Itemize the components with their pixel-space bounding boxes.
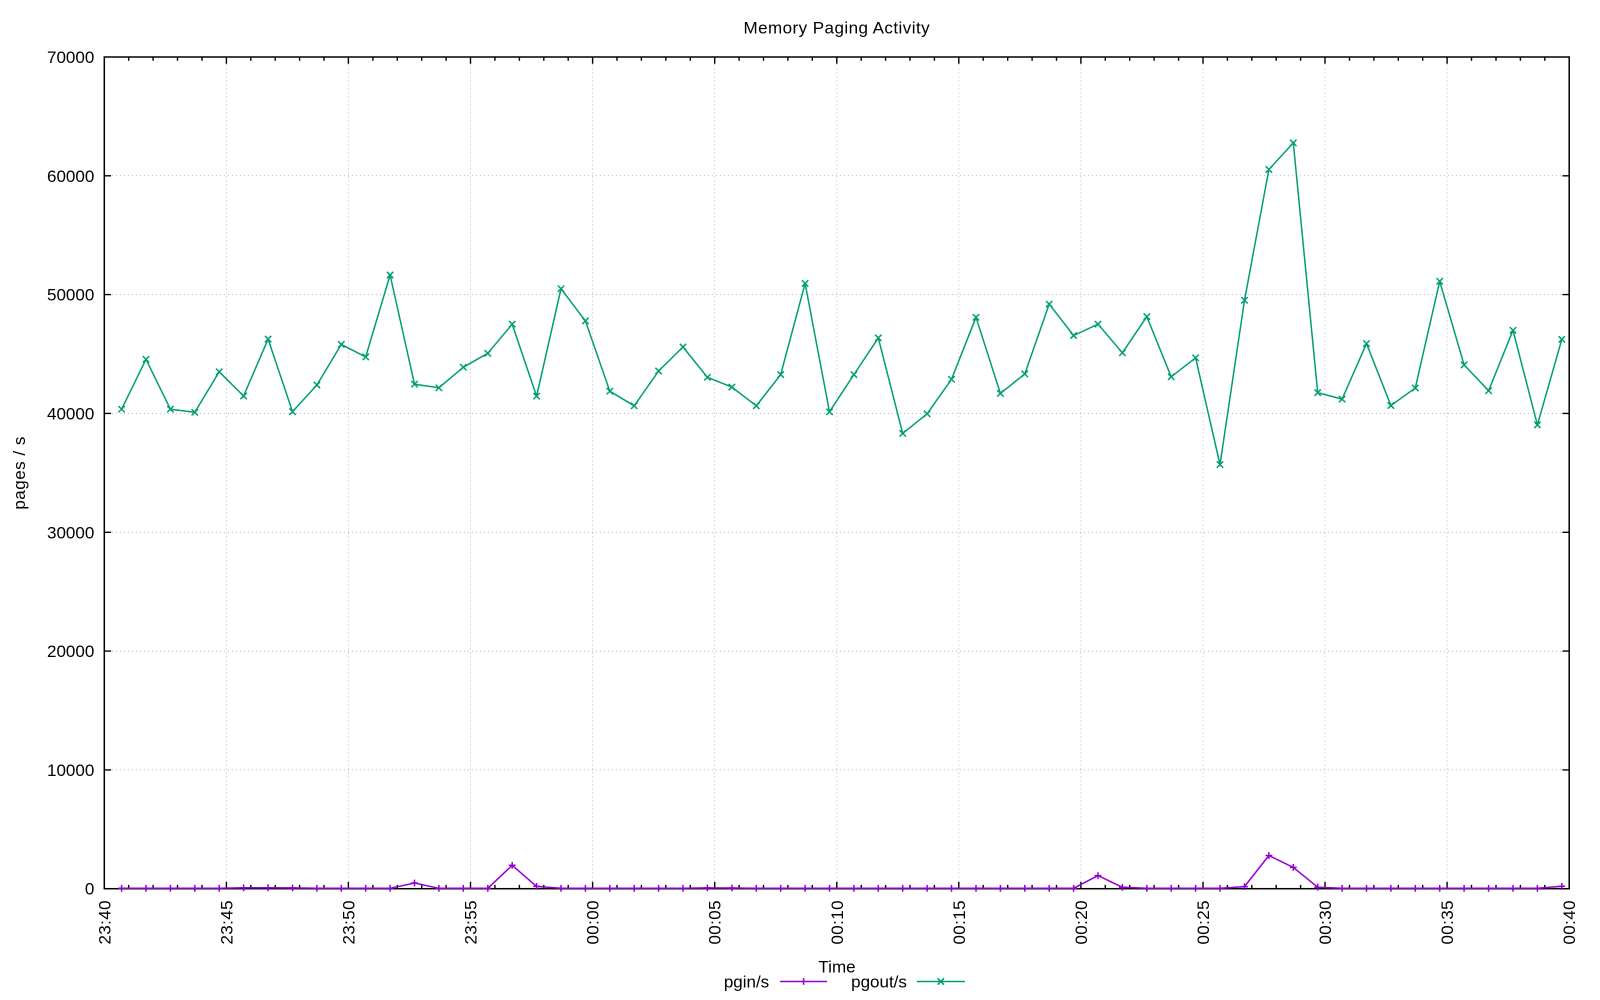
svg-text:pgout/s: pgout/s [851, 972, 907, 991]
svg-text:Time: Time [818, 958, 855, 977]
svg-text:Memory Paging Activity: Memory Paging Activity [744, 19, 931, 38]
svg-text:70000: 70000 [47, 48, 94, 67]
svg-text:10000: 10000 [47, 761, 94, 780]
svg-text:20000: 20000 [47, 642, 94, 661]
svg-text:23:45: 23:45 [217, 900, 236, 945]
svg-text:00:15: 00:15 [950, 900, 969, 945]
svg-text:0: 0 [85, 880, 94, 899]
svg-text:30000: 30000 [47, 523, 94, 542]
svg-text:23:55: 23:55 [462, 900, 481, 945]
svg-text:40000: 40000 [47, 404, 94, 423]
svg-text:60000: 60000 [47, 167, 94, 186]
svg-text:23:40: 23:40 [95, 900, 114, 945]
svg-text:00:00: 00:00 [584, 900, 603, 945]
svg-text:00:30: 00:30 [1316, 900, 1335, 945]
svg-text:00:20: 00:20 [1072, 900, 1091, 945]
svg-text:00:10: 00:10 [828, 900, 847, 945]
svg-text:pgin/s: pgin/s [724, 972, 769, 991]
svg-text:00:05: 00:05 [706, 900, 725, 945]
svg-text:23:50: 23:50 [339, 900, 358, 945]
svg-text:50000: 50000 [47, 286, 94, 305]
svg-text:00:35: 00:35 [1438, 900, 1457, 945]
svg-text:00:25: 00:25 [1194, 900, 1213, 945]
svg-text:pages / s: pages / s [10, 436, 29, 510]
svg-text:00:40: 00:40 [1560, 900, 1579, 945]
